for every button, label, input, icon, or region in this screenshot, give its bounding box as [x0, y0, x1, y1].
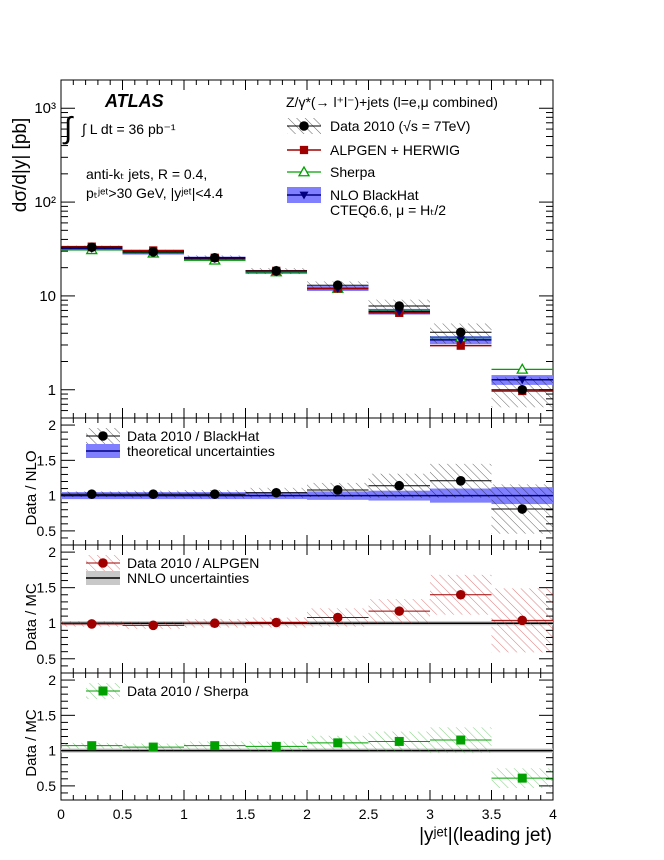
nlo-point	[456, 336, 466, 345]
legend-ratio-marker	[98, 558, 108, 568]
x-axis-label: |yʲᵉᵗ|(leading jet)	[419, 825, 552, 846]
ratio-point	[148, 620, 159, 631]
legend-main: Data 2010 (√s = 7TeV) ALPGEN + HERWIG Sher…	[287, 118, 470, 203]
nlo-point	[517, 376, 527, 385]
legend-label: NLO BlackHat	[330, 187, 419, 203]
x-tick-label: 3	[426, 806, 434, 822]
ratio-point	[456, 735, 466, 745]
legend-title: Z/γ*(→ l⁺l⁻)+jets (l=e,μ combined)	[286, 94, 498, 110]
y-tick-label: 0.5	[37, 778, 57, 794]
y-tick-label: 1.5	[37, 580, 57, 596]
x-tick-label: 2	[303, 806, 311, 822]
x-tick-label: 0	[57, 806, 65, 822]
ratio-point	[271, 487, 282, 498]
y-axis-label-alpgen: Data / MC	[23, 583, 40, 651]
ratio-point	[209, 618, 220, 629]
legend-ratio-label: Data 2010 / ALPGEN	[127, 555, 259, 571]
legend-ratio-marker	[98, 686, 108, 696]
data-point	[148, 247, 159, 257]
y-tick-label: 0.5	[37, 651, 57, 667]
data-point	[332, 280, 343, 291]
x-tick-label: 3.5	[482, 806, 502, 822]
x-tick-label: 1	[180, 806, 188, 822]
integral-sign: ∫	[62, 112, 74, 145]
ratio-point	[87, 741, 97, 751]
legend-nlo-marker	[299, 191, 309, 200]
legend-extra: CTEQ6.6, μ = Hₜ/2	[330, 202, 446, 218]
ratio-point	[271, 741, 281, 751]
ratio-panel-nlo: 0.5 1 1.5 2 Data 2010 / BlackHattheoretical …	[37, 417, 554, 546]
alpgen-point	[456, 341, 465, 350]
legend-ratio-marker	[98, 431, 108, 441]
ratio-point	[148, 489, 159, 500]
lumi-label: ∫ L dt = 36 pb⁻¹	[81, 121, 176, 137]
y-tick-label: 10³	[34, 100, 56, 117]
ratio-point	[86, 619, 97, 629]
legend-band-label: NNLO uncertainties	[127, 570, 249, 586]
ratio-point	[394, 606, 405, 616]
ratio-point	[210, 741, 220, 751]
x-tick-label: 1.5	[236, 806, 256, 822]
legend-data-marker	[299, 121, 309, 131]
y-tick-label: 1.5	[37, 452, 57, 468]
legend-band-label: theoretical uncertainties	[127, 443, 275, 459]
ratio-point	[209, 489, 220, 500]
data-point	[271, 266, 282, 276]
legend-ratio-label: Data 2010 / Sherpa	[127, 683, 249, 699]
main-panel: 1 10 10² 10³ ∫	[34, 79, 554, 419]
y-tick-label: 0.5	[37, 523, 57, 539]
ratio-point	[148, 742, 158, 752]
data-point	[209, 252, 220, 263]
y-tick-label: 1	[48, 488, 56, 504]
y-axis-label-main: dσ/d|y| [pb]	[10, 118, 31, 212]
ratio-point	[271, 617, 282, 628]
ratio-point	[332, 612, 343, 623]
legend-sherpa-marker	[297, 165, 311, 177]
experiment-label: ATLAS	[104, 91, 164, 111]
ratio-point	[517, 773, 527, 783]
ratio-point	[394, 480, 405, 491]
y-tick-label: 10	[39, 288, 56, 305]
legend-label: ALPGEN + HERWIG	[330, 142, 460, 158]
ratio-point	[332, 485, 343, 495]
y-axis-label-nlo: Data / NLO	[23, 450, 40, 525]
data-point	[517, 384, 528, 395]
x-tick-label: 2.5	[359, 806, 379, 822]
selection-line-1: anti-kₜ jets, R = 0.4,	[86, 166, 207, 182]
ratio-point	[333, 738, 343, 748]
legend-label: Sherpa	[330, 164, 375, 180]
ratio-point	[517, 615, 528, 626]
y-tick-label: 1	[48, 382, 56, 399]
ratio-point	[394, 736, 404, 746]
y-tick-label: 2	[48, 672, 56, 688]
y-tick-label: 1	[48, 743, 56, 759]
ratio-point	[455, 589, 466, 600]
y-tick-label: 2	[48, 544, 56, 560]
data-point	[86, 242, 97, 253]
legend-label: Data 2010 (√s = 7TeV)	[330, 118, 470, 134]
data-point	[455, 327, 466, 338]
y-tick-label: 10²	[34, 194, 56, 211]
y-axis-label-sherpa: Data / MC	[23, 709, 40, 777]
sherpa-point	[516, 363, 529, 374]
y-tick-label: 1.5	[37, 707, 57, 723]
legend-ratio-label: Data 2010 / BlackHat	[127, 428, 259, 444]
data-point	[394, 301, 405, 311]
y-tick-label: 1	[48, 615, 56, 631]
legend-alpgen-marker	[299, 145, 309, 155]
ratio-point	[455, 475, 466, 486]
selection-line-2: pₜʲᵉᵗ>30 GeV, |yʲᵉᵗ|<4.4	[86, 185, 223, 201]
ratio-point	[86, 489, 97, 500]
ratio-point	[517, 504, 528, 514]
y-tick-label: 2	[48, 417, 56, 433]
x-tick-label: 4	[549, 806, 557, 822]
x-tick-label: 0.5	[113, 806, 133, 822]
